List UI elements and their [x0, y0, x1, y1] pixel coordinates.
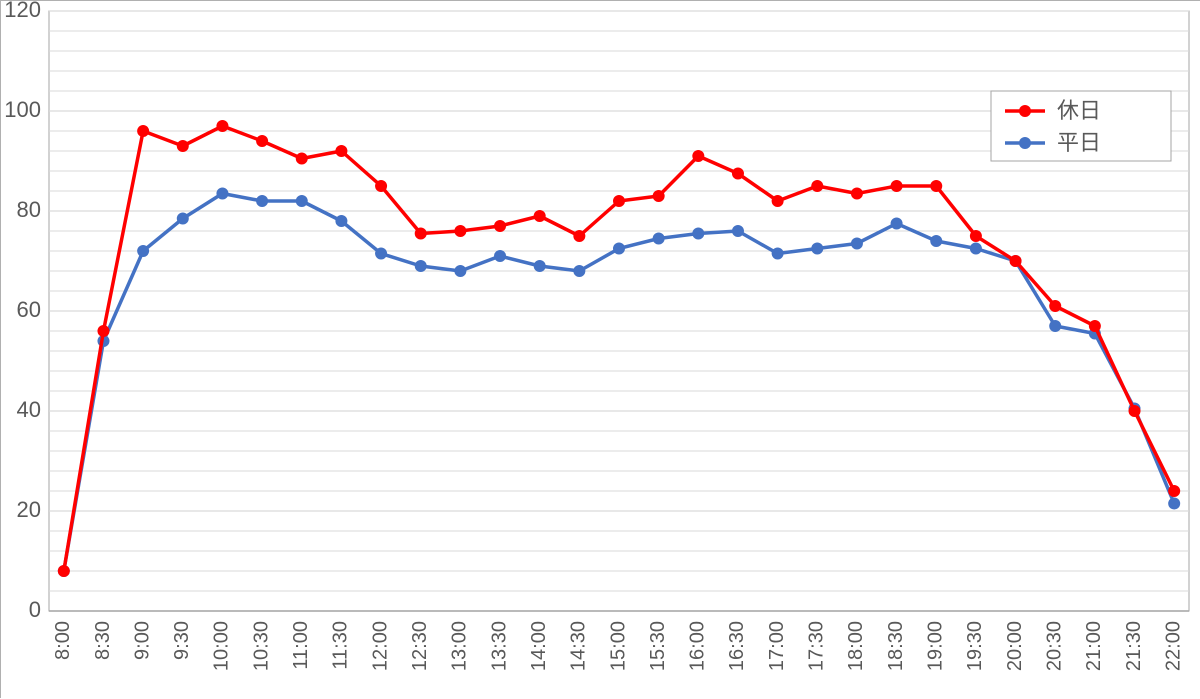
series-marker-holiday: [614, 196, 625, 207]
series-marker-holiday: [1169, 486, 1180, 497]
x-tick-label: 9:30: [171, 621, 193, 660]
series-marker-weekday: [970, 243, 981, 254]
series-marker-weekday: [812, 243, 823, 254]
series-marker-weekday: [177, 213, 188, 224]
x-tick-label: 16:00: [687, 621, 709, 671]
series-marker-weekday: [257, 196, 268, 207]
series-marker-weekday: [653, 233, 664, 244]
series-marker-weekday: [534, 261, 545, 272]
x-tick-label: 10:30: [250, 621, 272, 671]
series-marker-weekday: [851, 238, 862, 249]
x-tick-label: 16:30: [726, 621, 748, 671]
series-marker-holiday: [970, 231, 981, 242]
series-marker-weekday: [217, 188, 228, 199]
x-tick-label: 12:00: [369, 621, 391, 671]
series-marker-weekday: [614, 243, 625, 254]
x-tick-label: 21:30: [1123, 621, 1145, 671]
y-tick-label: 20: [17, 497, 41, 522]
x-tick-label: 9:00: [131, 621, 153, 660]
series-marker-holiday: [296, 153, 307, 164]
series-marker-holiday: [1089, 321, 1100, 332]
x-tick-label: 11:30: [330, 621, 352, 670]
series-marker-weekday: [1169, 498, 1180, 509]
x-tick-label: 18:00: [845, 621, 867, 671]
series-marker-holiday: [415, 228, 426, 239]
series-marker-weekday: [376, 248, 387, 259]
series-marker-weekday: [495, 251, 506, 262]
y-tick-label: 80: [17, 197, 41, 222]
series-marker-holiday: [732, 168, 743, 179]
series-marker-weekday: [1050, 321, 1061, 332]
x-tick-label: 19:00: [925, 621, 947, 671]
x-tick-label: 8:30: [92, 621, 114, 660]
x-tick-label: 17:00: [766, 621, 788, 671]
x-tick-label: 20:30: [1043, 621, 1065, 671]
legend: 休日平日: [991, 91, 1171, 161]
y-tick-label: 100: [4, 97, 41, 122]
series-marker-holiday: [534, 211, 545, 222]
x-tick-label: 11:00: [290, 621, 312, 670]
series-marker-holiday: [812, 181, 823, 192]
x-tick-label: 22:00: [1162, 621, 1184, 671]
chart-container: 0 20 40 60 80 100 120 8:00 8:30 9:00 9:30 10:00 10:3…: [0, 0, 1200, 698]
series-marker-weekday: [138, 246, 149, 257]
x-tick-label: 20:00: [1004, 621, 1026, 671]
series-marker-holiday: [931, 181, 942, 192]
series-marker-holiday: [336, 146, 347, 157]
series-marker-holiday: [851, 188, 862, 199]
y-tick-label: 40: [17, 397, 41, 422]
series-marker-holiday: [891, 181, 902, 192]
series-marker-weekday: [931, 236, 942, 247]
series-marker-weekday: [415, 261, 426, 272]
x-tick-label: 17:30: [806, 621, 828, 671]
y-tick-label: 60: [17, 297, 41, 322]
x-tick-label: 10:00: [211, 621, 233, 671]
series-marker-holiday: [257, 136, 268, 147]
legend-label-holiday: 休日: [1057, 98, 1101, 123]
series-marker-holiday: [495, 221, 506, 232]
y-tick-label: 0: [29, 597, 41, 622]
x-tick-label: 21:00: [1083, 621, 1105, 671]
legend-marker-holiday: [1019, 105, 1031, 117]
x-tick-label: 19:30: [964, 621, 986, 671]
series-marker-holiday: [693, 151, 704, 162]
series-marker-holiday: [772, 196, 783, 207]
series-marker-holiday: [376, 181, 387, 192]
x-tick-label: 12:30: [409, 621, 431, 671]
series-marker-weekday: [693, 228, 704, 239]
series-marker-holiday: [1129, 406, 1140, 417]
series-marker-holiday: [138, 126, 149, 137]
legend-label-weekday: 平日: [1057, 130, 1101, 155]
series-marker-weekday: [455, 266, 466, 277]
series-marker-weekday: [772, 248, 783, 259]
series-marker-holiday: [1050, 301, 1061, 312]
series-marker-weekday: [891, 218, 902, 229]
series-marker-holiday: [574, 231, 585, 242]
x-tick-label: 18:30: [885, 621, 907, 671]
series-marker-weekday: [574, 266, 585, 277]
x-tick-label: 15:30: [647, 621, 669, 671]
x-tick-label: 15:00: [607, 621, 629, 671]
x-tick-label: 13:30: [488, 621, 510, 671]
legend-marker-weekday: [1019, 137, 1031, 149]
series-marker-holiday: [98, 326, 109, 337]
series-marker-weekday: [336, 216, 347, 227]
x-tick-label: 13:00: [449, 621, 471, 671]
x-tick-label: 14:30: [568, 621, 590, 671]
series-marker-holiday: [58, 566, 69, 577]
series-marker-holiday: [455, 226, 466, 237]
series-marker-weekday: [732, 226, 743, 237]
series-marker-holiday: [653, 191, 664, 202]
series-marker-holiday: [217, 121, 228, 132]
series-marker-weekday: [296, 196, 307, 207]
y-tick-label: 120: [4, 1, 41, 22]
line-chart: 0 20 40 60 80 100 120 8:00 8:30 9:00 9:30 10:00 10:3…: [1, 1, 1200, 699]
series-marker-holiday: [177, 141, 188, 152]
x-tick-label: 8:00: [52, 621, 74, 660]
series-marker-holiday: [1010, 256, 1021, 267]
x-tick-label: 14:00: [528, 621, 550, 671]
